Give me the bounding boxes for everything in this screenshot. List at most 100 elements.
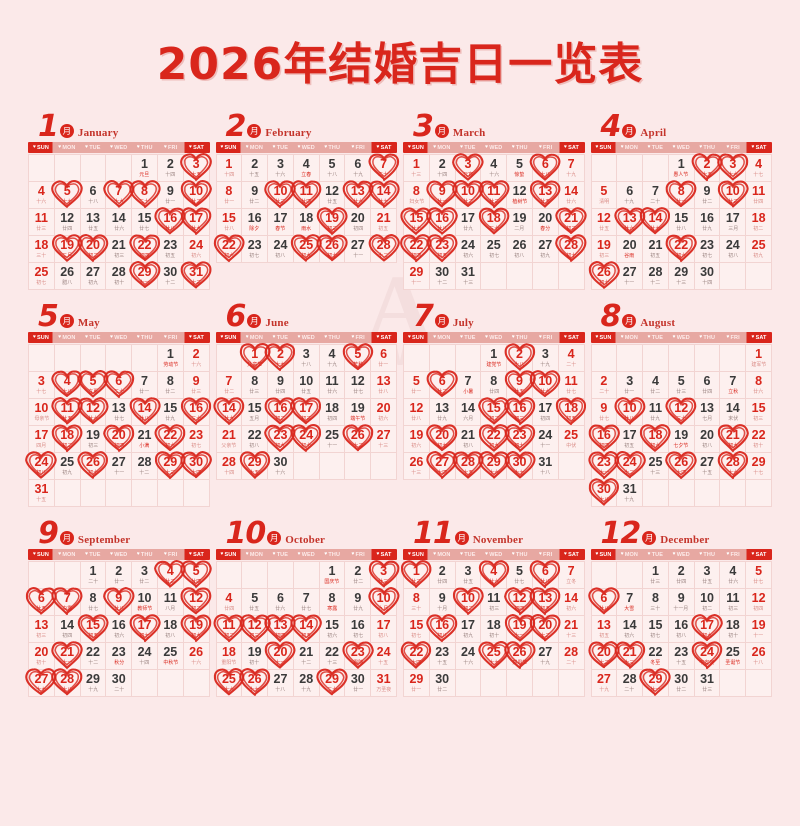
day-cell[interactable]: 16 廿九: [694, 209, 721, 236]
day-cell[interactable]: 16 初六: [106, 616, 133, 643]
lucky-day-cell[interactable]: 7 十九: [102, 180, 134, 209]
day-cell[interactable]: 30 十二: [157, 263, 184, 290]
day-cell[interactable]: 19 初十: [242, 643, 269, 670]
day-cell[interactable]: 3 十七: [29, 372, 55, 399]
day-cell[interactable]: 18 初二: [746, 209, 772, 236]
day-cell[interactable]: 13 廿五: [80, 209, 107, 236]
lucky-day-cell[interactable]: 8 廿一: [665, 180, 697, 209]
lucky-day-cell[interactable]: 10 廿三: [264, 180, 297, 209]
lucky-day-cell[interactable]: 20 十二: [588, 641, 620, 670]
lucky-day-cell[interactable]: 30 十八: [588, 478, 619, 507]
day-cell[interactable]: 21 初五: [371, 209, 397, 236]
lucky-day-cell[interactable]: 11 廿四: [291, 180, 322, 209]
lucky-day-cell[interactable]: 11 廿三: [478, 180, 510, 209]
day-cell[interactable]: 17 初八: [371, 616, 397, 643]
day-cell[interactable]: 4 立春: [293, 155, 320, 182]
lucky-day-cell[interactable]: 9 廿八: [102, 586, 135, 616]
lucky-day-cell[interactable]: 22 初六: [665, 234, 698, 263]
day-cell[interactable]: 13 初三: [29, 616, 55, 643]
day-cell[interactable]: 15 五月: [242, 399, 269, 426]
day-cell[interactable]: 3 廿五: [694, 562, 721, 589]
day-cell[interactable]: 22 初十: [746, 426, 772, 453]
day-cell[interactable]: 19 初三: [80, 426, 107, 453]
day-cell[interactable]: 21 十二: [293, 643, 320, 670]
lucky-day-cell[interactable]: 20 初四: [102, 424, 134, 453]
lucky-day-cell[interactable]: 23 初十: [504, 423, 535, 453]
day-cell[interactable]: 5 廿五: [242, 589, 269, 616]
day-cell[interactable]: 3 廿一: [617, 372, 644, 399]
day-cell[interactable]: 12 廿七: [345, 372, 372, 399]
day-cell[interactable]: 28 二十: [617, 670, 644, 697]
day-cell[interactable]: 24 初八: [268, 236, 294, 263]
lucky-day-cell[interactable]: 10 廿三: [717, 180, 749, 209]
day-cell[interactable]: 22 十二: [80, 643, 107, 670]
day-cell[interactable]: 24 十一: [532, 426, 559, 453]
day-cell[interactable]: 15 廿九: [157, 399, 184, 426]
lucky-day-cell[interactable]: 26 初十: [588, 261, 620, 290]
lucky-day-cell[interactable]: 22 初九: [478, 424, 510, 453]
day-cell[interactable]: 31 十九: [617, 480, 644, 507]
lucky-day-cell[interactable]: 12 三十: [665, 397, 697, 426]
lucky-day-cell[interactable]: 13 廿五: [530, 180, 561, 209]
day-cell[interactable]: 8 廿一: [216, 182, 243, 209]
day-cell[interactable]: 3 廿二: [132, 562, 158, 589]
day-cell[interactable]: 17 初五: [617, 426, 644, 453]
day-cell[interactable]: 5 十八: [319, 155, 346, 182]
day-cell[interactable]: 18 初八: [157, 616, 184, 643]
day-cell[interactable]: 17 四月: [29, 426, 55, 453]
lucky-day-cell[interactable]: 5 芒种: [342, 343, 373, 372]
lucky-day-cell[interactable]: 24 初八: [25, 450, 58, 480]
lucky-day-cell[interactable]: 28 初十: [555, 234, 587, 263]
lucky-day-cell[interactable]: 9 廿一: [426, 180, 458, 209]
day-cell[interactable]: 15 初七: [404, 616, 430, 643]
day-cell[interactable]: 2 十六: [183, 345, 210, 372]
day-cell[interactable]: 6 十九: [617, 182, 644, 209]
day-cell[interactable]: 16 初七: [345, 616, 372, 643]
day-cell[interactable]: 29 十九: [80, 670, 107, 697]
day-cell[interactable]: 18 初十: [481, 616, 508, 643]
lucky-day-cell[interactable]: 14 廿九: [213, 397, 245, 426]
day-cell[interactable]: 25 中秋节: [157, 643, 184, 670]
day-cell[interactable]: 25 初九: [54, 453, 81, 480]
day-cell[interactable]: 25 圣诞节: [720, 643, 747, 670]
day-cell[interactable]: 3 十九: [532, 345, 559, 372]
lucky-day-cell[interactable]: 13 廿六: [613, 207, 645, 236]
lucky-day-cell[interactable]: 13 初五: [529, 587, 561, 616]
day-cell[interactable]: 24 十四: [132, 643, 158, 670]
lucky-day-cell[interactable]: 20 十一: [265, 641, 296, 670]
lucky-day-cell[interactable]: 1 儿童节: [239, 343, 271, 372]
lucky-day-cell[interactable]: 11 廿五: [51, 397, 83, 426]
lucky-day-cell[interactable]: 15 初五: [77, 614, 109, 643]
day-cell[interactable]: 25 中伏: [558, 426, 585, 453]
day-cell[interactable]: 20 春分: [532, 209, 559, 236]
day-cell[interactable]: 2 廿四: [429, 562, 456, 589]
day-cell[interactable]: 1 十三: [404, 155, 430, 182]
day-cell[interactable]: 1 元旦: [132, 155, 158, 182]
day-cell[interactable]: 17 三月: [720, 209, 747, 236]
lucky-day-cell[interactable]: 16 廿八: [154, 207, 186, 236]
day-cell[interactable]: 6 十九: [345, 155, 372, 182]
day-cell[interactable]: 24 十五: [371, 643, 397, 670]
day-cell[interactable]: 7 廿一: [132, 372, 158, 399]
day-cell[interactable]: 7 廿七: [293, 589, 320, 616]
lucky-day-cell[interactable]: 4 十八: [51, 370, 83, 399]
lucky-day-cell[interactable]: 16 初二: [265, 397, 296, 426]
day-cell[interactable]: 24 初八: [720, 236, 747, 263]
day-cell[interactable]: 31 廿三: [694, 670, 721, 697]
day-cell[interactable]: 11 初三: [720, 589, 747, 616]
day-cell[interactable]: 8 寒露: [319, 589, 346, 616]
day-cell[interactable]: 27 十一: [106, 453, 133, 480]
day-cell[interactable]: 8 廿六: [746, 372, 772, 399]
lucky-day-cell[interactable]: 16 初四: [588, 424, 620, 453]
day-cell[interactable]: 26 初八: [507, 236, 533, 263]
lucky-day-cell[interactable]: 28 十六: [717, 450, 748, 480]
lucky-day-cell[interactable]: 29 十六: [478, 451, 510, 480]
lucky-day-cell[interactable]: 1 廿三: [401, 560, 432, 589]
day-cell[interactable]: 12 植树节: [507, 182, 533, 209]
day-cell[interactable]: 1 二十: [80, 562, 107, 589]
day-cell[interactable]: 7 廿二: [216, 372, 243, 399]
day-cell[interactable]: 10 教师节: [132, 589, 158, 616]
lucky-day-cell[interactable]: 20 初七: [426, 424, 458, 453]
day-cell[interactable]: 19 二月: [507, 209, 533, 236]
day-cell[interactable]: 11 初三: [481, 589, 508, 616]
